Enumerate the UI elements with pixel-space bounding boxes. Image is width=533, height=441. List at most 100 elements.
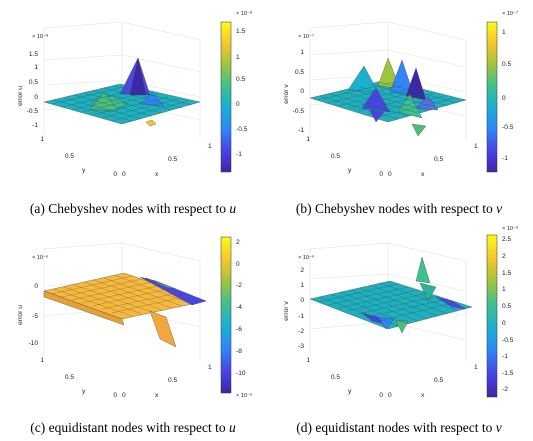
- surface-plot-a: × 10⁻⁸ 1.5 1 0.5 0 -0.5 -1 error u 1 0.5…: [17, 10, 253, 180]
- svg-text:0.5: 0.5: [434, 156, 443, 163]
- svg-text:-1: -1: [298, 313, 304, 320]
- svg-text:-1: -1: [502, 155, 508, 162]
- svg-text:× 10⁻⁶: × 10⁻⁶: [298, 254, 314, 261]
- svg-text:1: 1: [300, 49, 304, 56]
- svg-text:× 10⁻⁷: × 10⁻⁷: [298, 33, 314, 40]
- svg-text:0: 0: [236, 261, 240, 268]
- xaxis-ticks: 0 0.5 1 x: [122, 143, 212, 178]
- figure-panel-d: × 10⁻⁶ 2 1 0 -1 -2 -3 error v 1 0.5 0 y …: [266, 221, 532, 441]
- svg-text:-2: -2: [298, 328, 304, 335]
- xaxis-ticks: 0 0.5 1 x: [388, 364, 478, 399]
- svg-text:2.5: 2.5: [502, 236, 511, 243]
- figure-panel-a: × 10⁻⁸ 1.5 1 0.5 0 -0.5 -1 error u 1 0.5…: [0, 0, 266, 220]
- zaxis-ticks: × 10⁻⁶ 2 1 0 -1 -2 -3 error v: [283, 254, 314, 350]
- svg-text:0: 0: [300, 297, 304, 304]
- surface: [309, 57, 467, 137]
- svg-text:× 10⁻⁸: × 10⁻⁸: [32, 33, 49, 40]
- svg-text:y: y: [82, 167, 86, 174]
- yaxis-ticks: 1 0.5 0 y: [40, 136, 117, 178]
- svg-text:0: 0: [34, 94, 38, 101]
- svg-text:0: 0: [113, 392, 117, 399]
- svg-text:0: 0: [236, 101, 240, 108]
- svg-text:0.5: 0.5: [168, 156, 177, 163]
- svg-text:-8: -8: [236, 348, 242, 355]
- svg-text:1: 1: [300, 282, 304, 289]
- svg-text:2: 2: [502, 253, 506, 260]
- caption-b: (b) Chebyshev nodes with respect to v: [295, 201, 503, 216]
- svg-text:1: 1: [34, 64, 38, 71]
- svg-text:1: 1: [306, 136, 310, 143]
- surface-plot-c: × 10⁻⁶ 0 -5 -10 error u 1 0.5 0 y 0 0.5 …: [17, 236, 252, 399]
- svg-text:0.5: 0.5: [236, 76, 245, 83]
- surface-mesh: [51, 274, 193, 317]
- svg-text:-2: -2: [236, 282, 242, 289]
- surface-mesh: [51, 85, 193, 122]
- svg-text:1: 1: [40, 357, 44, 364]
- svg-text:-10: -10: [236, 370, 246, 377]
- svg-text:1: 1: [306, 357, 310, 364]
- svg-text:0.5: 0.5: [331, 153, 340, 160]
- caption-a: (a) Chebyshev nodes with respect to u: [29, 201, 237, 216]
- svg-text:× 10⁻⁶: × 10⁻⁶: [32, 254, 48, 261]
- svg-text:-10: -10: [28, 340, 38, 347]
- surface: [43, 272, 207, 348]
- svg-text:error v: error v: [283, 301, 290, 321]
- svg-text:1: 1: [474, 364, 478, 371]
- svg-text:-5: -5: [32, 313, 38, 320]
- svg-text:error u: error u: [17, 86, 24, 106]
- yaxis-ticks: 1 0.5 0 y: [306, 357, 383, 399]
- svg-text:-1: -1: [32, 122, 38, 129]
- figure-panel-c: × 10⁻⁶ 0 -5 -10 error u 1 0.5 0 y 0 0.5 …: [0, 221, 266, 441]
- svg-text:1: 1: [236, 54, 240, 61]
- svg-text:x: x: [155, 171, 159, 178]
- svg-text:0.5: 0.5: [168, 377, 177, 384]
- surface-mesh: [317, 81, 459, 120]
- svg-text:-0.5: -0.5: [293, 108, 305, 115]
- svg-text:0: 0: [379, 392, 383, 399]
- svg-text:-6: -6: [236, 326, 242, 333]
- svg-text:0: 0: [502, 95, 506, 102]
- colorbar-d: × 10⁻⁶ 2.5 2 1.5 1 0.5 0 -0.5 -1 -1.5 -2: [486, 225, 518, 398]
- colorbar-b: × 10⁻⁷ 1 0.5 0 -0.5 -1: [486, 10, 518, 173]
- svg-text:0: 0: [502, 320, 506, 327]
- svg-text:0: 0: [122, 171, 126, 178]
- svg-text:0.5: 0.5: [502, 61, 511, 68]
- svg-text:0.5: 0.5: [65, 374, 74, 381]
- svg-text:-0.5: -0.5: [27, 108, 39, 115]
- svg-text:-0.5: -0.5: [236, 126, 248, 133]
- svg-text:0: 0: [113, 171, 117, 178]
- svg-text:error v: error v: [283, 84, 290, 104]
- svg-text:0: 0: [300, 88, 304, 95]
- xaxis-ticks: 0 0.5 1 x: [122, 364, 212, 399]
- svg-text:0.5: 0.5: [331, 374, 340, 381]
- svg-text:y: y: [82, 388, 86, 395]
- svg-text:error u: error u: [17, 305, 24, 325]
- svg-text:× 10⁻⁷: × 10⁻⁷: [502, 10, 518, 17]
- xaxis-ticks: 0 0.5 1 x: [388, 143, 478, 178]
- svg-text:-1.5: -1.5: [502, 370, 514, 377]
- svg-text:2: 2: [236, 239, 240, 246]
- svg-text:-1: -1: [236, 151, 242, 158]
- svg-text:0.5: 0.5: [295, 69, 304, 76]
- colorbar-a: × 10⁻⁸ 1.5 1 0.5 0 -0.5 -1: [220, 10, 253, 173]
- svg-text:1: 1: [208, 364, 212, 371]
- surface: [309, 256, 473, 334]
- svg-text:-2: -2: [502, 386, 508, 393]
- svg-text:1: 1: [40, 136, 44, 143]
- svg-text:1.5: 1.5: [236, 28, 245, 35]
- svg-text:-0.5: -0.5: [502, 124, 514, 131]
- zaxis-ticks: × 10⁻⁸ 1.5 1 0.5 0 -0.5 -1 error u: [17, 33, 49, 129]
- svg-text:0.5: 0.5: [502, 303, 511, 310]
- svg-text:0: 0: [34, 283, 38, 290]
- svg-text:-1: -1: [502, 353, 508, 360]
- svg-text:-0.5: -0.5: [502, 337, 514, 344]
- yaxis-ticks: 1 0.5 0 y: [40, 357, 117, 399]
- svg-text:-3: -3: [298, 343, 304, 350]
- svg-text:× 10⁻⁶: × 10⁻⁶: [502, 225, 518, 232]
- axes-grid: [43, 21, 201, 140]
- svg-text:-4: -4: [236, 304, 242, 311]
- svg-text:1.5: 1.5: [29, 51, 38, 58]
- figure-panel-b: × 10⁻⁷ 1 0.5 0 -0.5 -1 error v 1 0.5 0 y…: [266, 0, 532, 220]
- surface-plot-d: × 10⁻⁶ 2 1 0 -1 -2 -3 error v 1 0.5 0 y …: [283, 225, 518, 399]
- svg-text:0.5: 0.5: [29, 79, 38, 86]
